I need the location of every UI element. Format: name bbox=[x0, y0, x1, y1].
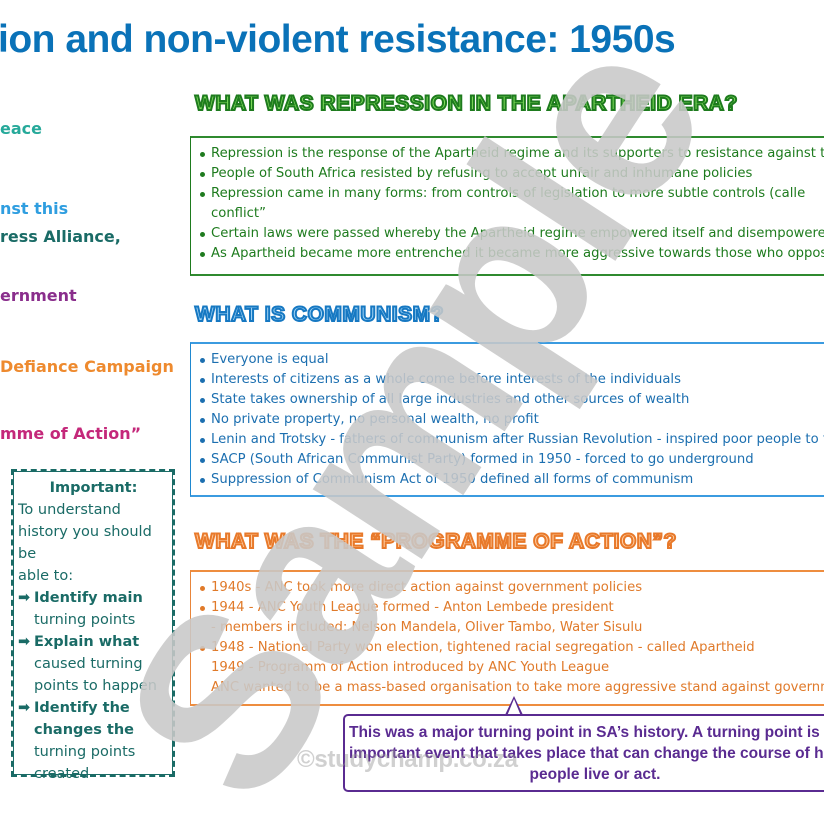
list-item: State takes ownership of all large indus… bbox=[199, 390, 824, 410]
programme-list: 1940s - ANC took more direct action agai… bbox=[199, 578, 824, 698]
arrow-right-icon: ➡ bbox=[18, 700, 31, 716]
repression-heading: What was repression in the Apartheid era… bbox=[194, 91, 738, 116]
important-item: ➡ Identify main bbox=[18, 587, 169, 609]
list-item: 1948 - National Party won election, tigh… bbox=[199, 638, 824, 658]
list-item: As Apartheid became more entrenched it b… bbox=[199, 244, 824, 264]
arrow-right-icon: ➡ bbox=[18, 590, 31, 606]
list-item: Certain laws were passed whereby the Apa… bbox=[199, 224, 824, 244]
left-fragment-government: ernment bbox=[0, 286, 77, 305]
important-item-text: turning points bbox=[34, 744, 136, 760]
important-item-bold: changes the bbox=[34, 722, 135, 738]
important-item-bold: Identify the bbox=[34, 700, 130, 716]
list-item: 1940s - ANC took more direct action agai… bbox=[199, 578, 824, 598]
list-item-plain: ANC wanted to be a mass-based organisati… bbox=[211, 680, 824, 695]
list-item-continuation: conflict” bbox=[211, 206, 266, 221]
important-item-text: created bbox=[34, 766, 90, 782]
important-intro-line: able to: bbox=[18, 568, 74, 584]
arrow-right-icon: ➡ bbox=[18, 634, 31, 650]
callout-line: important event that takes place that ca… bbox=[349, 745, 824, 762]
copyright-watermark: ©studychamp.co.za bbox=[297, 746, 518, 773]
turning-point-callout: This was a major turning point in SA’s h… bbox=[343, 714, 824, 792]
repression-list: Repression is the response of the Aparth… bbox=[199, 144, 824, 264]
list-item: Suppression of Communism Act of 1950 def… bbox=[199, 470, 824, 490]
callout-pointer bbox=[505, 696, 523, 716]
programme-heading: What was the “Programme of Action”? bbox=[194, 529, 677, 554]
important-item-text: turning points bbox=[34, 612, 136, 628]
repression-box: Repression is the response of the Aparth… bbox=[190, 136, 824, 276]
list-item: Lenin and Trotsky - fathers of communism… bbox=[199, 430, 824, 450]
important-item-text: points to happen bbox=[34, 678, 157, 694]
list-item-continuation: - members included: Nelson Mandela, Oliv… bbox=[211, 620, 643, 635]
communism-heading: What is communism? bbox=[194, 302, 444, 327]
callout-line: This was a major turning point in SA’s h… bbox=[349, 724, 824, 741]
important-intro-line: history you should be bbox=[18, 524, 152, 562]
page-title: ion and non-violent resistance: 1950s bbox=[0, 18, 676, 61]
left-fragment-congress-alliance: ress Alliance, bbox=[0, 227, 121, 246]
important-item-bold: Explain what bbox=[34, 634, 140, 650]
left-fragment-programme-of-action: mme of Action” bbox=[0, 424, 142, 443]
list-item: SACP (South African Communist Party) for… bbox=[199, 450, 824, 470]
communism-box: Everyone is equal Interests of citizens … bbox=[190, 342, 824, 497]
list-item: 1944 - ANC Youth League formed - Anton L… bbox=[199, 598, 824, 618]
list-item: Everyone is equal bbox=[199, 350, 824, 370]
important-intro-line: To understand bbox=[18, 502, 121, 518]
important-item: ➡ Identify the bbox=[18, 697, 169, 719]
list-item: Repression came in many forms: from cont… bbox=[199, 184, 824, 204]
left-fragment-against-this: nst this bbox=[0, 199, 69, 218]
important-item: ➡ Explain what bbox=[18, 631, 169, 653]
left-fragment-peace: eace bbox=[0, 119, 42, 138]
list-item: No private property, no personal wealth,… bbox=[199, 410, 824, 430]
list-item: People of South Africa resisted by refus… bbox=[199, 164, 824, 184]
left-fragment-defiance-campaign: Defiance Campaign bbox=[0, 357, 174, 376]
important-heading: Important: bbox=[49, 480, 138, 496]
list-item-plain: 1949 - Programm of Action introduced by … bbox=[211, 660, 610, 675]
important-item-text: caused turning bbox=[34, 656, 143, 672]
list-item: Interests of citizens as a whole come be… bbox=[199, 370, 824, 390]
important-box: Important: To understand history you sho… bbox=[11, 469, 175, 782]
important-item-bold: Identify main bbox=[34, 590, 143, 606]
callout-line: people live or act. bbox=[529, 766, 661, 783]
list-item: Repression is the response of the Aparth… bbox=[199, 144, 824, 164]
programme-box: 1940s - ANC took more direct action agai… bbox=[190, 570, 824, 706]
communism-list: Everyone is equal Interests of citizens … bbox=[199, 350, 824, 490]
